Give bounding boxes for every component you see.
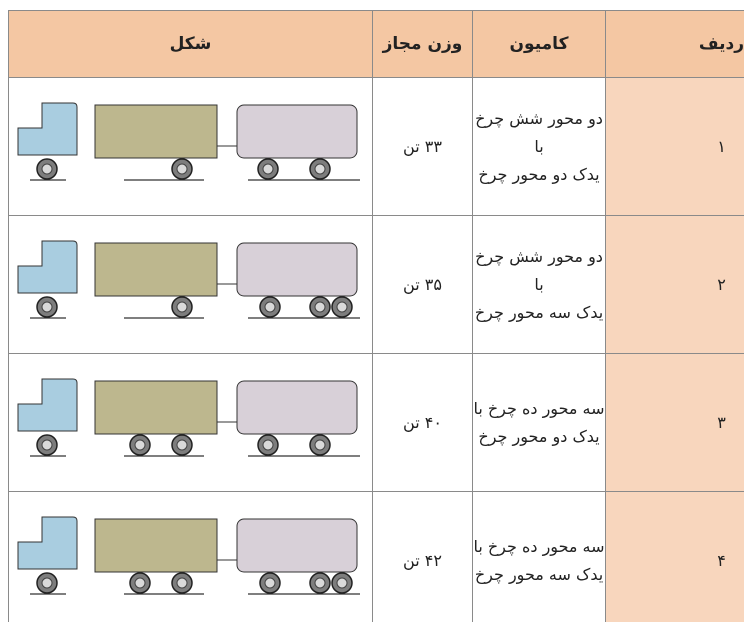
trailer <box>94 518 218 573</box>
truck-type: سه محور ده چرخ با یدک سه محور چرخ <box>472 491 606 622</box>
hub <box>41 301 53 313</box>
cab <box>17 102 78 156</box>
truck-type: دو محور شش چرخ با یدک دو محور چرخ <box>472 77 606 216</box>
cab <box>17 516 78 570</box>
truck-picture <box>8 491 373 622</box>
allowed-weight: ۴۰ تن <box>372 353 473 492</box>
allowed-weight: ۳۵ تن <box>372 215 473 354</box>
hub <box>176 163 188 175</box>
hub <box>336 301 348 313</box>
truck-picture <box>8 215 373 354</box>
truck-type-line: یدک سه محور چرخ <box>474 302 604 322</box>
header-row: ردیف کامیون وزن مجاز شکل <box>8 10 744 78</box>
hub <box>41 577 53 589</box>
truck-drawing <box>17 516 360 595</box>
truck-type-line: یدک دو محور چرخ <box>478 164 600 184</box>
hub <box>262 439 274 451</box>
hub <box>134 577 146 589</box>
hub <box>264 577 276 589</box>
truck-drawing <box>17 378 360 457</box>
truck-drawing <box>17 102 360 181</box>
hub <box>176 439 188 451</box>
second-trailer <box>236 242 358 297</box>
trailer <box>94 380 218 435</box>
hub <box>314 163 326 175</box>
truck-type-line: سه محور ده چرخ با <box>473 536 605 556</box>
truck-drawing <box>17 240 360 319</box>
second-trailer <box>236 518 358 573</box>
hub <box>264 301 276 313</box>
truck-type-line: یدک سه محور چرخ <box>474 564 604 584</box>
table-row: ۲ دو محور شش چرخ با یدک سه محور چرخ ۳۵ تن <box>8 215 744 354</box>
truck-picture <box>8 353 373 492</box>
header-cell: وزن مجاز <box>372 10 473 78</box>
truck-type: دو محور شش چرخ با یدک سه محور چرخ <box>472 215 606 354</box>
trailer <box>94 104 218 159</box>
cab <box>17 240 78 294</box>
hub <box>41 439 53 451</box>
hub <box>336 577 348 589</box>
truck-type: سه محور ده چرخ با یدک دو محور چرخ <box>472 353 606 492</box>
hub <box>134 439 146 451</box>
table-row: ۳ سه محور ده چرخ با یدک دو محور چرخ ۴۰ تن <box>8 353 744 492</box>
hub <box>262 163 274 175</box>
table-row: ۴ سه محور ده چرخ با یدک سه محور چرخ ۴۲ تن <box>8 491 744 622</box>
header-cell: شکل <box>8 10 373 78</box>
allowed-weight: ۳۳ تن <box>372 77 473 216</box>
table-row: ۱ دو محور شش چرخ با یدک دو محور چرخ ۳۳ تن <box>8 77 744 216</box>
truck-type-line: دو محور شش چرخ با <box>475 246 603 294</box>
hub <box>314 301 326 313</box>
truck-type-line: سه محور ده چرخ با <box>473 398 605 418</box>
header-cell: ردیف <box>605 10 744 78</box>
truck-table: ردیف کامیون وزن مجاز شکل ۱ دو محور شش چرخ با… <box>8 10 744 622</box>
hub <box>314 439 326 451</box>
trailer <box>94 242 218 297</box>
truck-type-line: یدک دو محور چرخ <box>478 426 600 446</box>
hub <box>176 577 188 589</box>
second-trailer <box>236 104 358 159</box>
hub <box>41 163 53 175</box>
truck-type-line: دو محور شش چرخ با <box>475 108 603 156</box>
second-trailer <box>236 380 358 435</box>
hub <box>314 577 326 589</box>
row-number: ۳ <box>605 353 744 492</box>
row-number: ۲ <box>605 215 744 354</box>
row-number: ۱ <box>605 77 744 216</box>
allowed-weight: ۴۲ تن <box>372 491 473 622</box>
hub <box>176 301 188 313</box>
row-number: ۴ <box>605 491 744 622</box>
truck-picture <box>8 77 373 216</box>
header-cell: کامیون <box>472 10 606 78</box>
cab <box>17 378 78 432</box>
